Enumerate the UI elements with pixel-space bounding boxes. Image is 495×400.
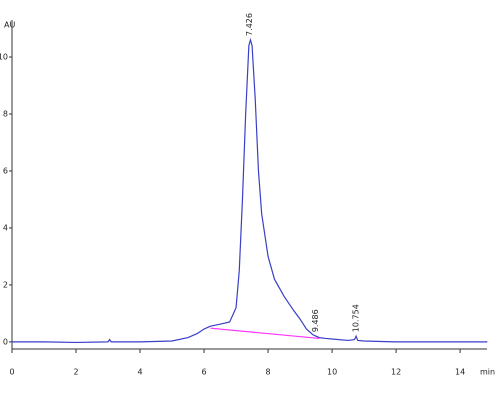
y-tick-label: 0	[3, 337, 8, 346]
y-tick-label: 4	[3, 223, 8, 232]
peak-label: 9.486	[311, 309, 320, 332]
peak-label: 10.754	[352, 304, 361, 332]
peak-label: 7.426	[245, 13, 254, 36]
x-axis-label: min	[480, 368, 495, 377]
y-tick-label: 2	[3, 280, 8, 289]
x-tick-label: 8	[266, 368, 271, 377]
x-tick-label: 12	[391, 368, 401, 377]
x-tick-label: 2	[73, 368, 78, 377]
y-tick-label: 8	[3, 110, 8, 119]
y-axis-label: AU	[4, 21, 15, 30]
y-tick-label: 10	[0, 53, 8, 62]
x-tick-label: 4	[137, 368, 142, 377]
x-tick-label: 0	[9, 368, 14, 377]
x-tick-label: 14	[455, 368, 465, 377]
x-tick-label: 6	[202, 368, 207, 377]
integration-baseline	[210, 327, 320, 340]
x-tick-label: 10	[327, 368, 337, 377]
chromatogram-line	[12, 37, 488, 344]
y-tick-label: 6	[3, 166, 8, 175]
